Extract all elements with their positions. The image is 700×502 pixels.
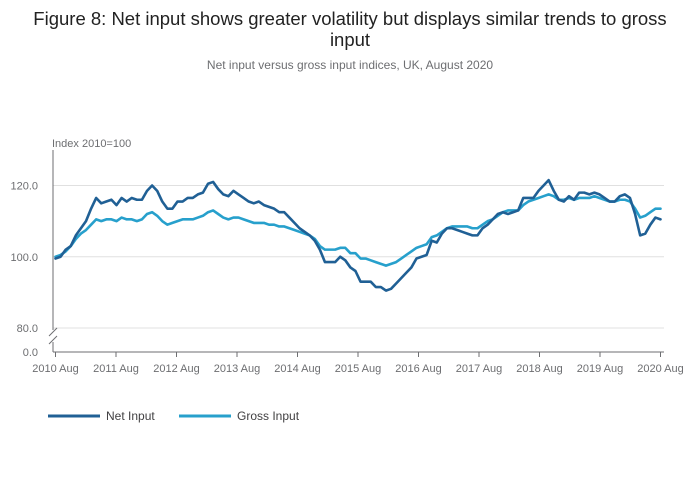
x-tick-label: 2015 Aug	[335, 363, 382, 375]
chart-subtitle: Net input versus gross input indices, UK…	[206, 58, 494, 72]
x-tick-label: 2010 Aug	[32, 363, 79, 375]
legend-label: Net Input	[106, 409, 155, 423]
x-tick-label: 2018 Aug	[516, 363, 563, 375]
legend-item-net-input[interactable]: Net Input	[48, 409, 155, 423]
axis-break-mark	[48, 327, 58, 337]
series-line-net-input	[54, 178, 662, 292]
x-tick-label: 2012 Aug	[153, 363, 200, 375]
axes: Index 2010=100	[48, 138, 664, 353]
legend[interactable]: Net Input Gross Input	[48, 409, 300, 423]
x-tick-label: 2019 Aug	[577, 363, 624, 375]
x-tick-label: 2016 Aug	[395, 363, 442, 375]
y-axis-label: Index 2010=100	[52, 138, 131, 150]
x-tick-label: 2013 Aug	[214, 363, 261, 375]
y-tick-label: 80.0	[17, 323, 38, 335]
y-tick-label: 120.0	[10, 181, 38, 193]
legend-item-gross-input[interactable]: Gross Input	[179, 409, 300, 423]
chart-title: Figure 8: Net input shows greater volati…	[33, 8, 667, 50]
y-axis-ticks: 0.0 80.0 100.0 120.0	[10, 181, 38, 360]
x-tick-label: 2017 Aug	[456, 363, 503, 375]
axis-break-mark	[48, 335, 58, 345]
x-tick-label: 2014 Aug	[274, 363, 321, 375]
series-lines	[54, 178, 662, 292]
x-axis-ticks: 2010 Aug 2011 Aug 2012 Aug 2013 Aug 2014 Aug…	[32, 352, 684, 375]
x-tick-label: 2020 Aug	[637, 363, 684, 375]
y-tick-label: 100.0	[10, 252, 38, 264]
y-tick-label: 0.0	[23, 347, 38, 359]
series-line-gross-input	[54, 193, 662, 267]
x-tick-label: 2011 Aug	[93, 363, 139, 375]
legend-label: Gross Input	[237, 409, 300, 423]
